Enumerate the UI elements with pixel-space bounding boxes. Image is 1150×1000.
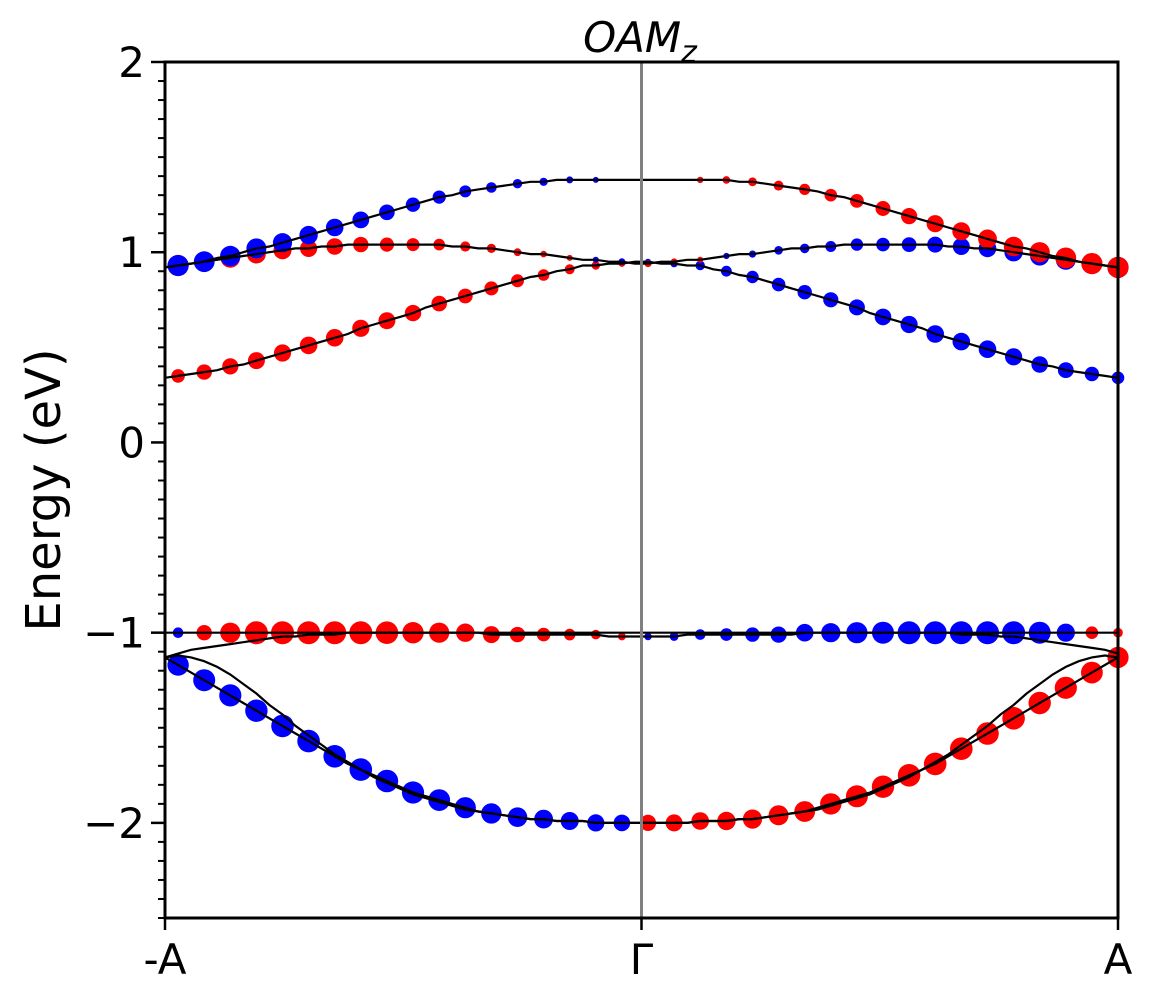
y-tick-label: −2 [83,799,145,848]
plot-frame [163,60,1120,920]
y-axis-label: Energy (eV) [16,348,72,631]
y-tick-label: −1 [83,609,145,658]
x-tick-label: Γ [630,935,654,984]
chart-title-main: OAM [583,13,681,62]
y-tick-label: 0 [118,418,145,467]
y-tick-label: 2 [118,38,145,87]
band-markers [167,176,1129,832]
x-tick-label: -A [144,935,187,984]
y-tick-label: 1 [118,228,145,277]
x-tick-label: A [1104,935,1133,984]
chart-title-subscript: z [680,35,698,70]
axis-ticks: 2 1 0 −1 −2 -A Γ A [83,38,1133,984]
